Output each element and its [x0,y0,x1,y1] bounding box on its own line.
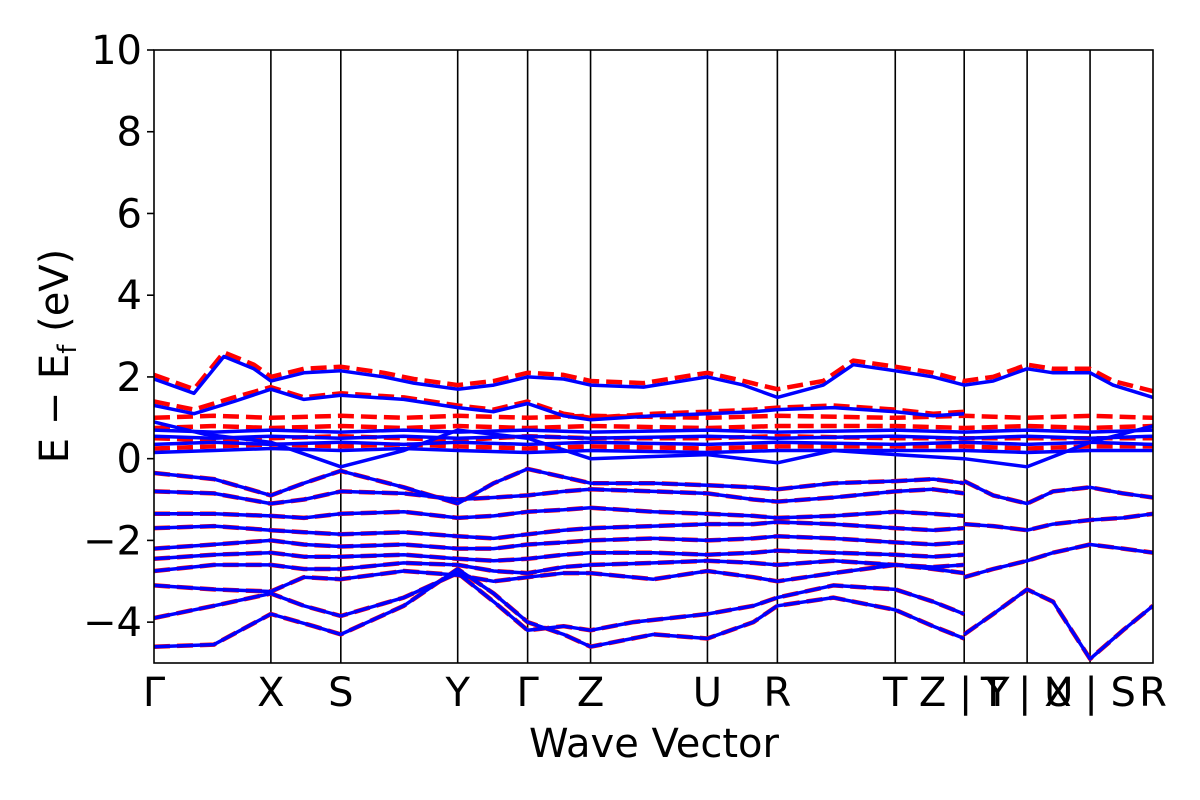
band-line-solid [963,587,1153,661]
band-line-solid [154,440,1153,447]
band-line-solid [154,420,1153,469]
band-line-dashed [154,384,965,421]
band-line-solid [154,520,965,541]
x-tick-label: T | U [980,670,1074,716]
band-line-solid [964,512,1153,532]
x-tick-label: T [882,670,908,716]
x-tick-label: Γ [516,670,539,716]
plot-frame [153,49,1154,664]
x-tick-label: X [257,670,284,716]
band-line-solid [154,563,965,594]
band-line-solid [154,505,965,520]
y-axis-ticks: −4 −2 0 2 4 6 8 10 [83,28,154,646]
x-tick-label: Z | Y [919,670,1010,716]
band-line-solid [154,567,965,649]
y-tick-label: −2 [83,518,142,564]
y-axis-title: E − Ef (eV) [32,249,83,464]
band-line-solid [154,434,1153,440]
band-line-dashed [154,413,1153,421]
x-tick-label: Z [577,670,604,716]
y-tick-label: 6 [117,191,142,237]
x-axis-title: Wave Vector [529,721,780,767]
band-line-solid [963,542,1153,579]
y-axis-title-unit: (eV) [32,249,78,345]
y-tick-label: 2 [117,355,142,401]
band-line-solid [154,534,965,551]
band-line-dashed [154,350,1153,394]
y-tick-label: −4 [83,600,142,646]
y-tick-label: 10 [91,28,142,74]
band-line-solid [154,548,965,563]
band-line-solid [154,467,965,506]
band-line-dashed [154,423,1153,431]
band-lines [154,350,1153,662]
x-tick-label: R [763,670,791,716]
y-tick-label: 4 [117,273,142,319]
band-line-solid [154,428,1153,434]
band-line-solid [154,354,1153,400]
x-tick-label: S [328,670,353,716]
x-tick-label: R [1139,670,1167,716]
y-axis-title-subscript: f [53,344,83,354]
x-tick-label: U [693,670,722,716]
band-line-solid [963,479,1153,506]
band-line-solid [154,387,965,422]
y-axis-title-main: E − E [32,354,78,464]
x-tick-label: X | S [1044,670,1136,716]
band-line-solid [154,571,965,633]
y-tick-label: 8 [117,110,142,156]
band-line-solid [154,487,965,506]
x-tick-label: Γ [143,670,166,716]
band-line-solid [154,559,965,575]
x-tick-label: Y [444,670,470,716]
y-tick-label: 0 [117,437,142,483]
